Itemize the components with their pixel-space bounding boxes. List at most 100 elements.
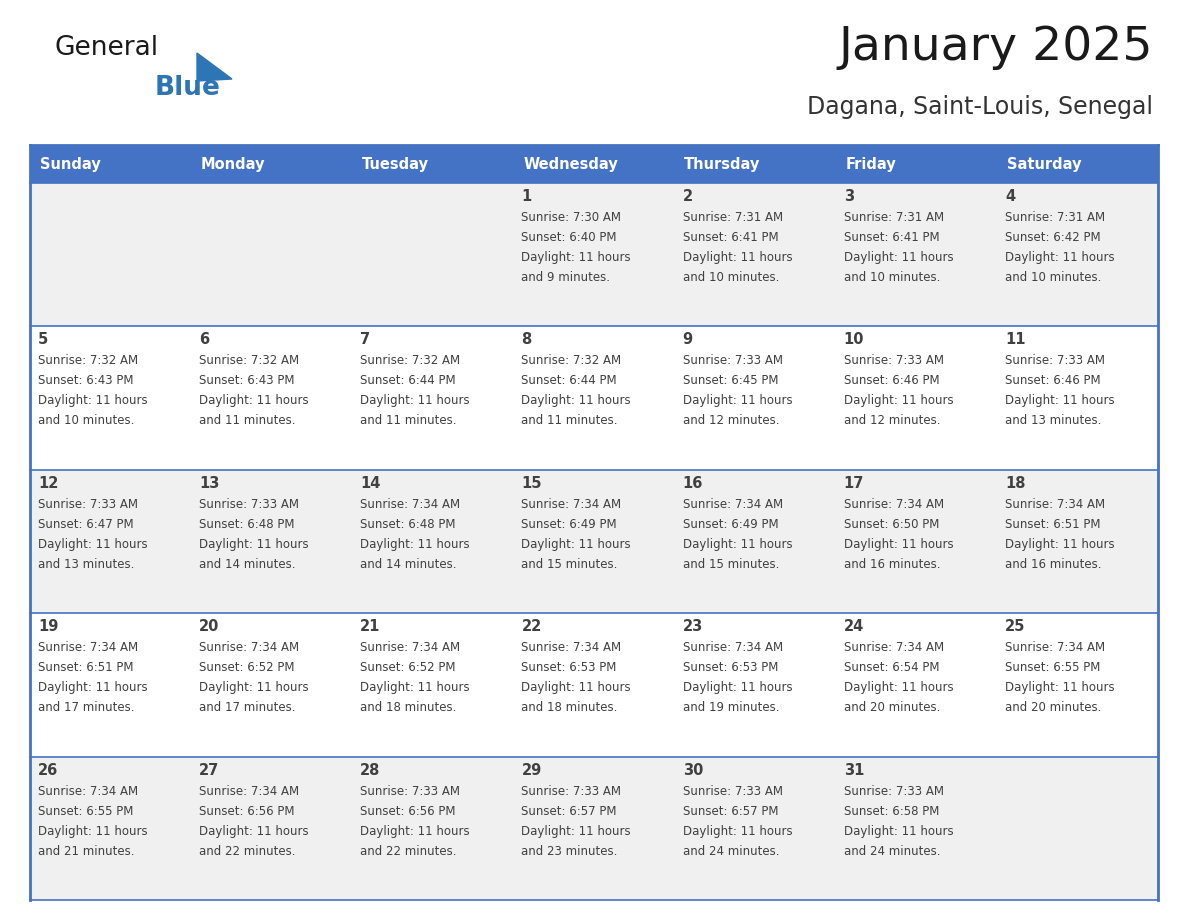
Text: Daylight: 11 hours: Daylight: 11 hours	[360, 538, 470, 551]
Text: 7: 7	[360, 332, 371, 347]
Text: 13: 13	[200, 476, 220, 491]
Text: Daylight: 11 hours: Daylight: 11 hours	[522, 251, 631, 264]
Text: and 15 minutes.: and 15 minutes.	[522, 558, 618, 571]
Text: Sunrise: 7:33 AM: Sunrise: 7:33 AM	[522, 785, 621, 798]
Text: Daylight: 11 hours: Daylight: 11 hours	[1005, 681, 1114, 694]
Text: Sunrise: 7:33 AM: Sunrise: 7:33 AM	[1005, 354, 1105, 367]
Text: Sunset: 6:58 PM: Sunset: 6:58 PM	[843, 804, 940, 818]
Text: Daylight: 11 hours: Daylight: 11 hours	[200, 395, 309, 408]
Text: Sunrise: 7:31 AM: Sunrise: 7:31 AM	[1005, 211, 1105, 224]
Text: and 14 minutes.: and 14 minutes.	[200, 558, 296, 571]
Text: Sunrise: 7:32 AM: Sunrise: 7:32 AM	[38, 354, 138, 367]
Bar	[675, 145, 835, 183]
Text: Daylight: 11 hours: Daylight: 11 hours	[683, 538, 792, 551]
Text: Daylight: 11 hours: Daylight: 11 hours	[360, 824, 470, 837]
Text: Sunset: 6:57 PM: Sunset: 6:57 PM	[683, 804, 778, 818]
Text: 14: 14	[360, 476, 380, 491]
Text: and 13 minutes.: and 13 minutes.	[38, 558, 134, 571]
Text: Friday: Friday	[846, 156, 896, 172]
Bar	[997, 145, 1158, 183]
Text: Sunset: 6:45 PM: Sunset: 6:45 PM	[683, 375, 778, 387]
Text: Sunrise: 7:34 AM: Sunrise: 7:34 AM	[843, 641, 944, 655]
Text: Sunset: 6:44 PM: Sunset: 6:44 PM	[360, 375, 456, 387]
Text: 29: 29	[522, 763, 542, 778]
Text: Daylight: 11 hours: Daylight: 11 hours	[522, 824, 631, 837]
Text: January 2025: January 2025	[839, 25, 1154, 70]
Text: Tuesday: Tuesday	[362, 156, 429, 172]
Text: Sunrise: 7:33 AM: Sunrise: 7:33 AM	[360, 785, 460, 798]
Text: Daylight: 11 hours: Daylight: 11 hours	[683, 251, 792, 264]
Text: Sunrise: 7:34 AM: Sunrise: 7:34 AM	[38, 641, 138, 655]
Text: Sunset: 6:52 PM: Sunset: 6:52 PM	[200, 661, 295, 674]
Text: 28: 28	[360, 763, 380, 778]
Text: 4: 4	[1005, 189, 1015, 204]
Text: Monday: Monday	[201, 156, 265, 172]
Text: and 15 minutes.: and 15 minutes.	[683, 558, 779, 571]
Bar	[30, 327, 1158, 470]
Text: and 24 minutes.: and 24 minutes.	[683, 845, 779, 857]
Bar	[30, 183, 1158, 327]
Text: 27: 27	[200, 763, 220, 778]
Text: Daylight: 11 hours: Daylight: 11 hours	[360, 395, 470, 408]
Text: 9: 9	[683, 332, 693, 347]
Text: Daylight: 11 hours: Daylight: 11 hours	[843, 395, 954, 408]
Text: 26: 26	[38, 763, 58, 778]
Text: Sunrise: 7:30 AM: Sunrise: 7:30 AM	[522, 211, 621, 224]
Text: Sunrise: 7:32 AM: Sunrise: 7:32 AM	[200, 354, 299, 367]
Text: 24: 24	[843, 620, 864, 634]
Text: and 11 minutes.: and 11 minutes.	[200, 414, 296, 428]
Bar	[513, 145, 675, 183]
Text: Daylight: 11 hours: Daylight: 11 hours	[200, 681, 309, 694]
Text: and 10 minutes.: and 10 minutes.	[843, 271, 940, 284]
Text: Sunset: 6:52 PM: Sunset: 6:52 PM	[360, 661, 456, 674]
Text: Sunset: 6:49 PM: Sunset: 6:49 PM	[683, 518, 778, 531]
Text: Sunset: 6:43 PM: Sunset: 6:43 PM	[200, 375, 295, 387]
Text: 18: 18	[1005, 476, 1025, 491]
Text: Sunrise: 7:33 AM: Sunrise: 7:33 AM	[683, 785, 783, 798]
Bar	[30, 613, 1158, 756]
Text: Sunset: 6:40 PM: Sunset: 6:40 PM	[522, 231, 617, 244]
Text: Sunset: 6:48 PM: Sunset: 6:48 PM	[200, 518, 295, 531]
Text: Sunset: 6:42 PM: Sunset: 6:42 PM	[1005, 231, 1100, 244]
Text: Sunset: 6:44 PM: Sunset: 6:44 PM	[522, 375, 617, 387]
Text: and 12 minutes.: and 12 minutes.	[843, 414, 940, 428]
Text: Sunrise: 7:33 AM: Sunrise: 7:33 AM	[683, 354, 783, 367]
Text: 16: 16	[683, 476, 703, 491]
Text: Sunrise: 7:32 AM: Sunrise: 7:32 AM	[522, 354, 621, 367]
Text: Sunrise: 7:34 AM: Sunrise: 7:34 AM	[522, 498, 621, 510]
Text: Daylight: 11 hours: Daylight: 11 hours	[522, 395, 631, 408]
Text: Daylight: 11 hours: Daylight: 11 hours	[38, 538, 147, 551]
Text: and 20 minutes.: and 20 minutes.	[843, 701, 940, 714]
Text: Sunset: 6:55 PM: Sunset: 6:55 PM	[1005, 661, 1100, 674]
Text: Sunrise: 7:33 AM: Sunrise: 7:33 AM	[38, 498, 138, 510]
Text: 11: 11	[1005, 332, 1025, 347]
Text: Sunset: 6:56 PM: Sunset: 6:56 PM	[200, 804, 295, 818]
Text: Sunrise: 7:34 AM: Sunrise: 7:34 AM	[1005, 498, 1105, 510]
Text: Daylight: 11 hours: Daylight: 11 hours	[843, 538, 954, 551]
Text: Daylight: 11 hours: Daylight: 11 hours	[200, 538, 309, 551]
Text: Daylight: 11 hours: Daylight: 11 hours	[200, 824, 309, 837]
Text: and 17 minutes.: and 17 minutes.	[200, 701, 296, 714]
Text: and 22 minutes.: and 22 minutes.	[200, 845, 296, 857]
Text: General: General	[55, 35, 159, 61]
Text: Daylight: 11 hours: Daylight: 11 hours	[38, 681, 147, 694]
Text: Daylight: 11 hours: Daylight: 11 hours	[843, 251, 954, 264]
Text: Daylight: 11 hours: Daylight: 11 hours	[1005, 251, 1114, 264]
Text: Sunset: 6:55 PM: Sunset: 6:55 PM	[38, 804, 133, 818]
Text: Sunset: 6:47 PM: Sunset: 6:47 PM	[38, 518, 134, 531]
Text: Daylight: 11 hours: Daylight: 11 hours	[683, 824, 792, 837]
Text: Daylight: 11 hours: Daylight: 11 hours	[38, 395, 147, 408]
Bar	[30, 470, 1158, 613]
Text: Sunrise: 7:32 AM: Sunrise: 7:32 AM	[360, 354, 461, 367]
Bar	[30, 145, 191, 183]
Text: Sunset: 6:56 PM: Sunset: 6:56 PM	[360, 804, 456, 818]
Text: and 10 minutes.: and 10 minutes.	[38, 414, 134, 428]
Text: Sunset: 6:53 PM: Sunset: 6:53 PM	[683, 661, 778, 674]
Text: Sunrise: 7:33 AM: Sunrise: 7:33 AM	[843, 354, 943, 367]
Text: Sunrise: 7:34 AM: Sunrise: 7:34 AM	[683, 641, 783, 655]
Text: 5: 5	[38, 332, 49, 347]
Text: 22: 22	[522, 620, 542, 634]
Text: Sunset: 6:43 PM: Sunset: 6:43 PM	[38, 375, 133, 387]
Text: Daylight: 11 hours: Daylight: 11 hours	[1005, 538, 1114, 551]
Text: and 18 minutes.: and 18 minutes.	[522, 701, 618, 714]
